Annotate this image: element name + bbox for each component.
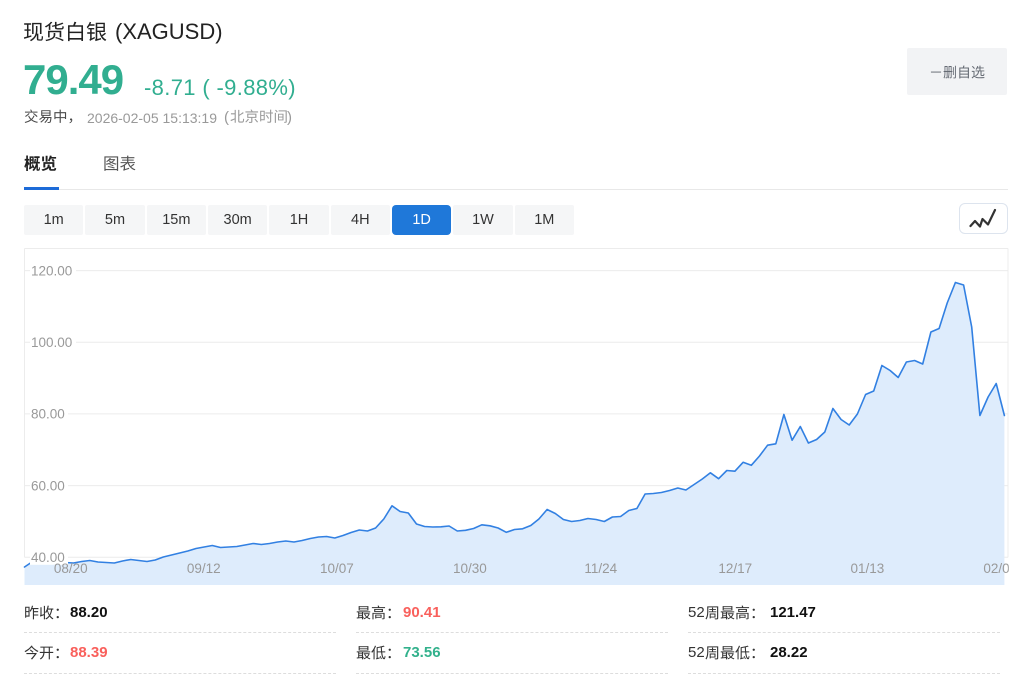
svg-text:40.00: 40.00 [31, 550, 65, 565]
svg-text:12/17: 12/17 [718, 561, 752, 576]
svg-text:80.00: 80.00 [31, 407, 65, 422]
svg-text:11/24: 11/24 [584, 561, 617, 576]
svg-text:02/05: 02/05 [983, 561, 1017, 576]
svg-text:60.00: 60.00 [31, 478, 65, 493]
svg-text:10/30: 10/30 [453, 561, 487, 576]
svg-text:100.00: 100.00 [31, 335, 72, 350]
svg-text:10/07: 10/07 [320, 561, 354, 576]
svg-text:08/20: 08/20 [54, 561, 88, 576]
svg-text:01/13: 01/13 [851, 561, 885, 576]
svg-text:120.00: 120.00 [31, 263, 72, 278]
svg-text:09/12: 09/12 [187, 561, 221, 576]
